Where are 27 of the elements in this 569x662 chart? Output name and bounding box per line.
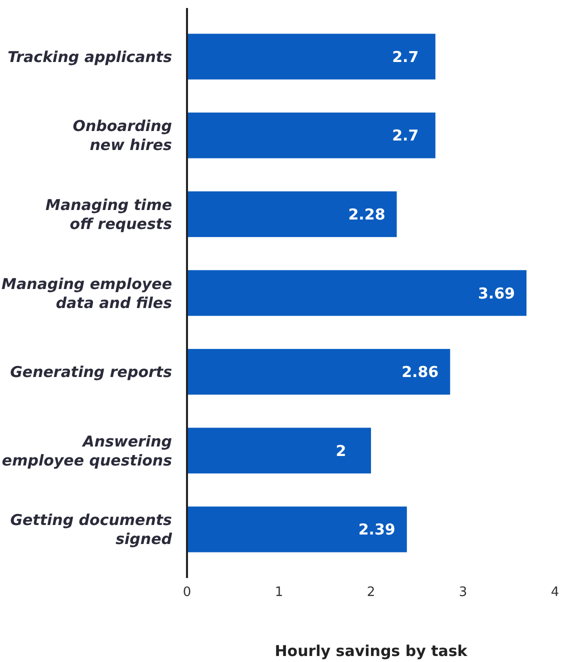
- y-tick-label: Managing time off requests: [46, 196, 172, 233]
- data-label: 2.7: [392, 48, 419, 66]
- data-label: 2.39: [358, 520, 396, 539]
- bar: [187, 34, 436, 80]
- x-axis-title: Hourly savings by task: [274, 642, 468, 660]
- y-tick-label: Tracking applicants: [8, 48, 172, 66]
- x-tick-label: 3: [458, 585, 468, 600]
- x-tick-label: 0: [182, 585, 192, 600]
- data-label: 2.28: [348, 205, 386, 224]
- data-label: 2.7: [392, 126, 419, 145]
- y-tick-label: Getting documents signed: [10, 511, 172, 548]
- y-tick-label: Answering employee questions: [2, 432, 172, 470]
- bar: [187, 191, 397, 238]
- bar: [187, 112, 436, 158]
- x-tick-label: 2: [366, 585, 376, 600]
- data-label: 2.86: [402, 363, 439, 382]
- bar: [187, 506, 407, 552]
- bar: [187, 270, 526, 316]
- y-tick-label: Managing employee data and files: [2, 274, 172, 312]
- bar: [187, 428, 371, 474]
- data-label: 3.69: [478, 284, 515, 302]
- y-tick-label: Onboarding new hires: [72, 117, 172, 154]
- y-tick-label: Generating reports: [10, 363, 172, 382]
- data-label: 2: [336, 442, 346, 460]
- x-tick-label: 1: [274, 585, 284, 600]
- bar: [187, 348, 450, 395]
- x-tick-label: 4: [550, 585, 560, 600]
